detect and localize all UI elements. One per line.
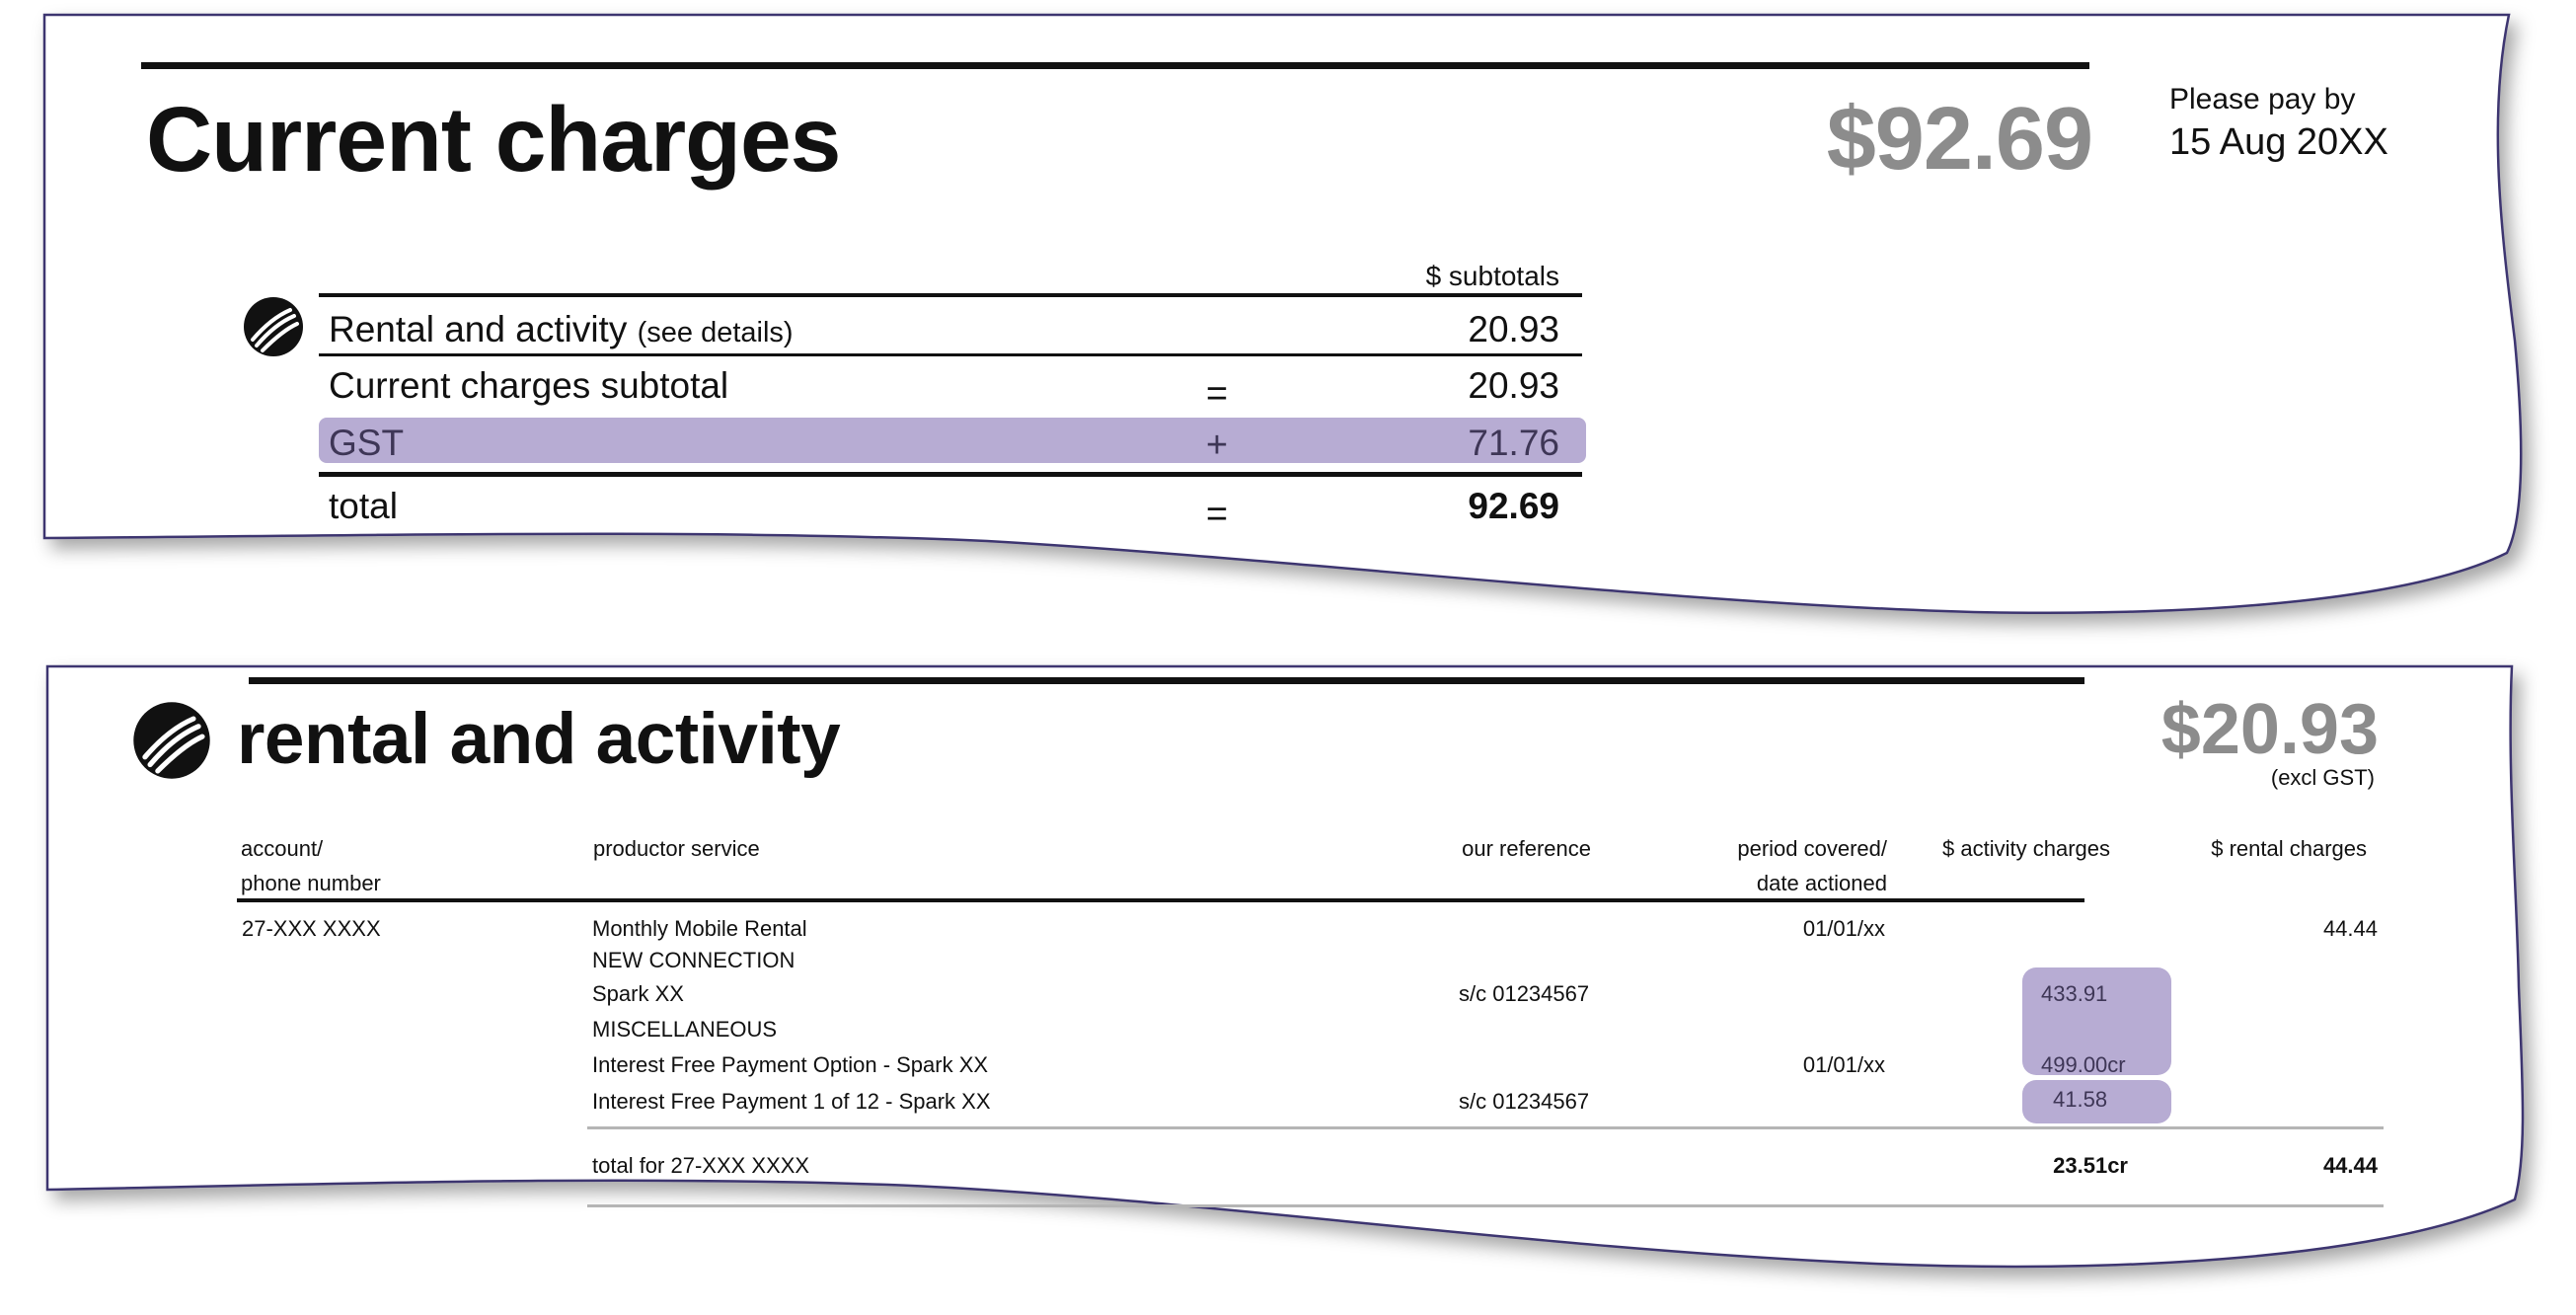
excl-gst-note: (excl GST) <box>2270 765 2375 790</box>
subtotals-header: $ subtotals <box>1425 261 1559 291</box>
summary-rule <box>319 472 1582 477</box>
total-label: total for 27-XXX XXXX <box>592 1153 810 1178</box>
line-period: 01/01/xx <box>1802 1052 1885 1077</box>
spark-logo-icon <box>133 702 210 779</box>
summary-total-value: 92.69 <box>1468 486 1559 526</box>
account-number: 27-XXX XXXX <box>242 916 381 941</box>
table-bottom-rule <box>587 1204 2384 1207</box>
amount-due: $92.69 <box>1826 90 2093 189</box>
rental-panel-shape <box>45 664 2525 1269</box>
pay-by-label: Please pay by <box>2169 83 2356 116</box>
summary-row-value: 71.76 <box>1468 423 1559 463</box>
line-reference: s/c 01234567 <box>1459 981 1590 1006</box>
total-rental: 44.44 <box>2322 1153 2378 1178</box>
line-product: MISCELLANEOUS <box>592 1017 778 1042</box>
col-header-rental: $ rental charges <box>2211 836 2367 861</box>
col-header-account: account/ phone number <box>241 836 381 895</box>
equals-sign: = <box>1205 373 1229 415</box>
see-details-note: (see details) <box>637 317 794 348</box>
spark-logo-icon <box>244 297 303 356</box>
activity-highlight <box>2022 1080 2171 1123</box>
col-header-period: period covered/ date actioned <box>1737 836 1887 895</box>
line-activity: 433.91 <box>2041 981 2108 1006</box>
line-activity: 41.58 <box>2053 1087 2108 1112</box>
line-reference: s/c 01234567 <box>1459 1089 1590 1114</box>
line-product: Interest Free Payment 1 of 12 - Spark XX <box>592 1089 991 1114</box>
table-header-rule <box>237 898 2084 902</box>
pay-by-date: 15 Aug 20XX <box>2169 121 2388 163</box>
line-product: Spark XX <box>592 981 684 1006</box>
rental-top-rule <box>249 677 2084 684</box>
gst-highlight <box>319 418 1586 463</box>
summary-row-value: 20.93 <box>1468 365 1559 406</box>
line-rental: 44.44 <box>2322 916 2378 941</box>
summary-row-label: Rental and activity (see details) <box>329 309 794 349</box>
summary-row-label: GST <box>329 423 405 463</box>
table-subtotal-rule <box>587 1126 2384 1129</box>
line-period: 01/01/xx <box>1802 916 1885 941</box>
line-product: Interest Free Payment Option - Spark XX <box>592 1052 989 1077</box>
summary-rule <box>319 353 1582 356</box>
total-activity: 23.51cr <box>2053 1153 2128 1178</box>
equals-sign: = <box>1205 494 1229 535</box>
section-title: rental and activity <box>237 699 841 779</box>
summary-panel-shape <box>42 13 2523 614</box>
activity-highlight <box>2022 967 2171 1075</box>
line-activity: 499.00cr <box>2041 1052 2126 1077</box>
summary-row-label: Current charges subtotal <box>329 365 729 406</box>
plus-sign: + <box>1205 425 1229 466</box>
line-product: NEW CONNECTION <box>592 948 796 972</box>
line-product: Monthly Mobile Rental <box>592 916 807 941</box>
summary-row-label: total <box>329 486 398 526</box>
summary-top-rule <box>141 62 2089 69</box>
section-amount: $20.93 <box>2160 690 2379 769</box>
col-header-product: productor service <box>593 836 760 861</box>
summary-rule <box>319 293 1582 297</box>
summary-row-value: 20.93 <box>1468 309 1559 349</box>
col-header-activity: $ activity charges <box>1942 836 2110 861</box>
col-header-reference: our reference <box>1462 836 1591 861</box>
page-title: Current charges <box>146 88 841 191</box>
